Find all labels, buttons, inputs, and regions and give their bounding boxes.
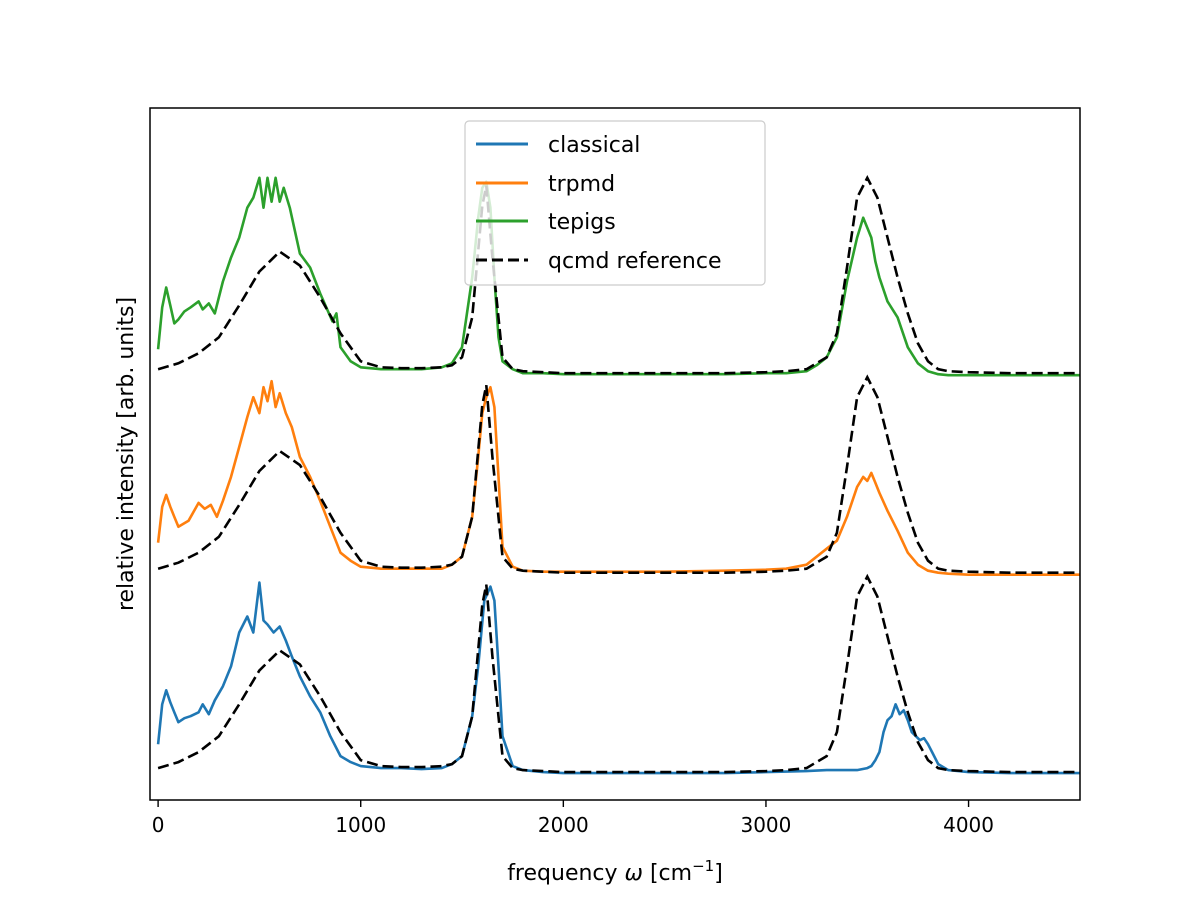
legend-label-trpmd: trpmd — [548, 172, 615, 197]
series-line-classical — [156, 581, 1080, 775]
legend-label-classical: classical — [548, 133, 640, 158]
x-axis-label-main: frequency — [507, 861, 624, 886]
x-tick-label: 0 — [152, 813, 165, 837]
legend-label-tepigs: tepigs — [548, 210, 616, 235]
x-axis-label-omega: ω — [625, 861, 643, 886]
x-tick-label: 2000 — [538, 813, 589, 837]
x-axis-label-unit-open: [cm — [643, 861, 692, 886]
x-tick-label: 4000 — [943, 813, 994, 837]
x-tick-label: 3000 — [740, 813, 791, 837]
x-axis-ticks: 0 1000 2000 3000 4000 — [152, 800, 994, 837]
x-axis-label-unit-exponent: −1 — [692, 857, 714, 875]
reference-line-trpmd — [157, 374, 1080, 574]
series-line-trpmd — [156, 379, 1080, 576]
y-axis-label: relative intensity [arb. units] — [114, 297, 139, 611]
reference-line-classical — [157, 573, 1080, 774]
legend: classical trpmd tepigs qcmd reference — [464, 120, 766, 286]
legend-box — [464, 120, 766, 286]
reference-line-tepigs — [157, 174, 1080, 375]
axes-frame — [149, 107, 1081, 801]
series-layer — [156, 174, 1080, 775]
x-axis-label-unit-close: ] — [714, 861, 723, 886]
x-tick-label: 1000 — [335, 813, 386, 837]
x-axis-label: frequency ω [cm−1] — [507, 857, 723, 886]
series-line-tepigs — [156, 176, 1080, 377]
legend-label-qcmd-reference: qcmd reference — [548, 249, 722, 274]
